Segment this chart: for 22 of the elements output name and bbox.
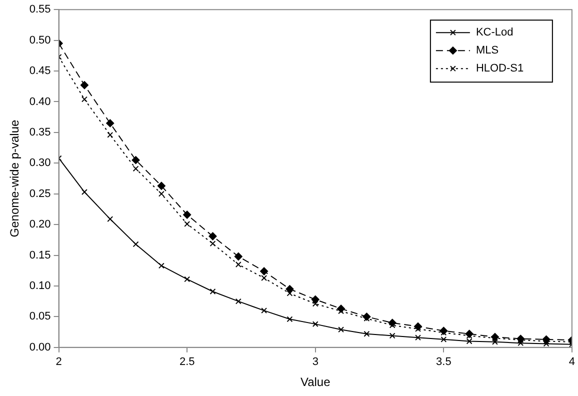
x-tick-label: 2.5 bbox=[179, 356, 195, 368]
y-tick-label: 0.45 bbox=[29, 65, 51, 78]
y-axis-title: Genome-wide p-value bbox=[8, 119, 22, 238]
x-axis-title: Value bbox=[300, 375, 331, 390]
y-tick-label: 0.30 bbox=[29, 157, 51, 170]
legend-label: KC-Lod bbox=[476, 26, 514, 39]
x-tick-label: 3.5 bbox=[436, 356, 452, 368]
x-tick-label: 2 bbox=[56, 356, 62, 368]
y-tick-label: 0.25 bbox=[29, 188, 51, 200]
y-tick-label: 0.15 bbox=[29, 249, 51, 262]
y-tick-label: 0.10 bbox=[29, 280, 51, 292]
x-tick-label: 3 bbox=[312, 356, 318, 368]
y-tick-label: 0.35 bbox=[29, 126, 51, 138]
x-tick-label: 4 bbox=[568, 356, 576, 368]
y-tick-label: 0.50 bbox=[29, 34, 51, 46]
y-tick-label: 0.20 bbox=[29, 218, 51, 231]
y-tick-label: 0.05 bbox=[29, 310, 51, 323]
y-tick-label: 0.40 bbox=[29, 96, 51, 108]
y-tick-label: 0.55 bbox=[29, 4, 51, 16]
y-tick-label: 0.00 bbox=[29, 341, 51, 354]
legend-label: MLS bbox=[476, 44, 499, 57]
legend-label: HLOD-S1 bbox=[476, 62, 524, 75]
